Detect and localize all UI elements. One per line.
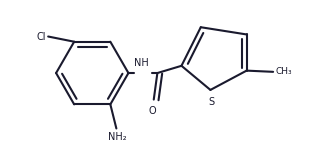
- Text: NH: NH: [134, 58, 149, 68]
- Text: NH₂: NH₂: [108, 132, 127, 142]
- Text: Cl: Cl: [36, 31, 46, 41]
- Text: CH₃: CH₃: [276, 67, 292, 76]
- Text: O: O: [149, 106, 156, 116]
- Text: S: S: [209, 97, 215, 107]
